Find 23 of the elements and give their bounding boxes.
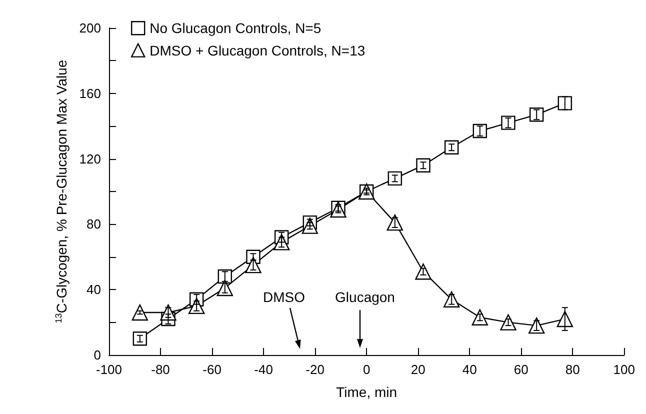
x-tick-label: -20 <box>306 362 324 377</box>
x-tick-label: 0 <box>362 362 370 377</box>
x-tick-label: -60 <box>202 362 222 377</box>
x-tick-label: 100 <box>613 362 636 377</box>
y-axis-title: 13C-Glycogen, % Pre-Glucagon Max Value <box>53 60 70 324</box>
y-tick-label: 200 <box>79 20 101 36</box>
x-tick-label: -40 <box>254 362 273 377</box>
annotation: Glucagon <box>335 289 395 305</box>
annotation: DMSO <box>263 289 306 305</box>
x-tick-label: -80 <box>151 362 170 377</box>
y-tick-label: 160 <box>79 86 101 101</box>
legend-label: DMSO + Glucagon Controls, N=13 <box>150 42 366 58</box>
x-tick-label: 40 <box>462 362 477 377</box>
y-tick-label: 120 <box>79 151 101 166</box>
x-tick-label: -100 <box>96 362 122 377</box>
y-tick-label: 80 <box>86 216 101 232</box>
y-tick-label: 40 <box>86 282 101 298</box>
x-axis-title: Time, min <box>336 384 398 400</box>
x-tick-label: 20 <box>410 362 426 377</box>
legend-label: No Glucagon Controls, N=5 <box>150 20 322 36</box>
x-tick-label: 80 <box>565 362 580 377</box>
y-tick-label: 0 <box>94 348 101 362</box>
x-tick-label: 60 <box>514 362 528 377</box>
